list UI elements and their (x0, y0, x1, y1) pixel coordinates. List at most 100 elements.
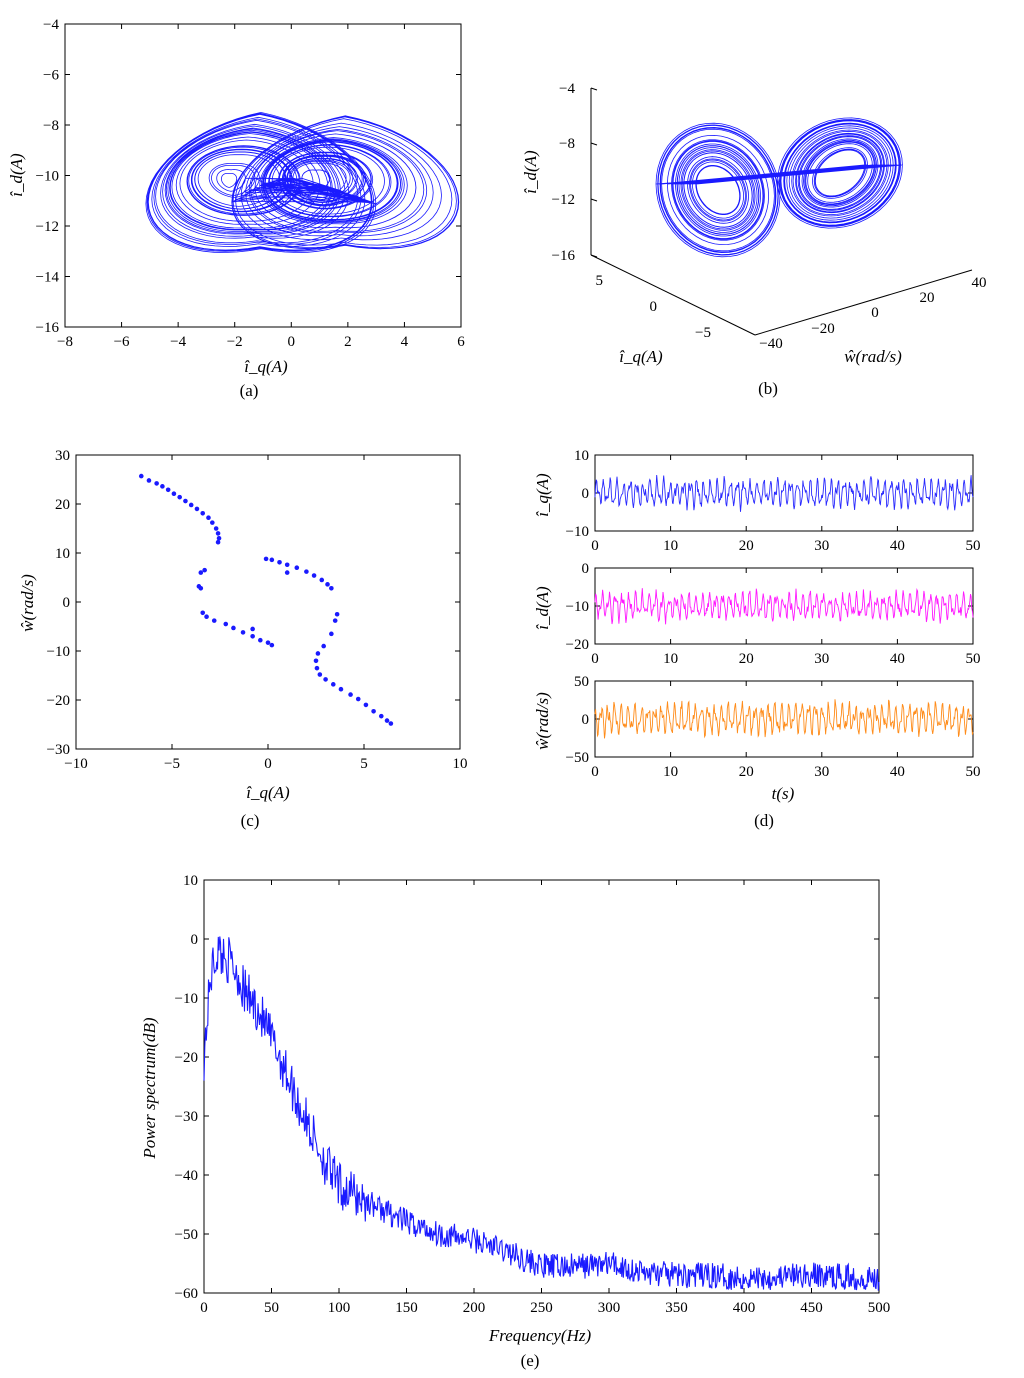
panel-b-xlabel: ŵ(rad/s) (844, 347, 902, 366)
panel-c-caption: (c) (241, 811, 260, 830)
panel-c-point (313, 658, 319, 664)
panel-c-ylabel: ŵ(rad/s) (18, 574, 37, 632)
panel-b-xtick-label: −20 (811, 321, 834, 337)
panel-a-ytick-label: −6 (43, 68, 59, 84)
panel-b-ztick (590, 198, 598, 202)
panel-e-spectrum-line (203, 936, 880, 1291)
panel-e-ytick-label: −50 (175, 1227, 198, 1243)
panel-d-3-ytick-label: 50 (574, 674, 589, 690)
panel-c-point (388, 721, 394, 726)
panel-a-xtick-label: −8 (57, 334, 73, 350)
panel-e-xtick-label: 0 (200, 1300, 208, 1316)
panel-e-xtick-label: 500 (868, 1300, 891, 1316)
panel-b-ztick (590, 87, 598, 91)
panel-e-ytick-label: −30 (175, 1109, 198, 1125)
panel-a-xtick-label: −2 (227, 334, 243, 350)
panel-c-xtick-label: 5 (360, 756, 368, 772)
panel-b-ytick-label: 5 (596, 273, 604, 289)
panel-c-point (314, 665, 320, 671)
panel-c-xlabel: î_q(A) (246, 783, 290, 802)
panel-b-trajectory (655, 117, 903, 258)
panel-d-1-xtick-label: 50 (966, 538, 981, 554)
panel-c-point (165, 487, 171, 493)
panel-e-xtick-label: 300 (598, 1300, 621, 1316)
panel-b-caption: (b) (758, 379, 778, 398)
panel-c-point (177, 494, 182, 500)
panel-c-point (213, 526, 219, 531)
panel-e-ticks: 0 50 100 150 200 250 300 350 400 450 500−60−50−40−… (175, 873, 891, 1316)
panel-c-point (332, 618, 338, 623)
panel-b-ytick-label: −5 (695, 325, 711, 341)
panel-b-ztick (590, 254, 598, 258)
panel-c-point (240, 630, 246, 635)
panel-c-point (304, 569, 309, 574)
panel-d-3-ytick-label: 0 (582, 712, 590, 728)
panel-c-ytick-label: −10 (47, 644, 70, 660)
panel-c-point (348, 692, 353, 697)
panel-e-xtick-label: 250 (530, 1300, 553, 1316)
panel-d-series-1 (594, 474, 974, 512)
panel-d-3-xtick-label: 40 (890, 764, 905, 780)
panel-c-point (206, 515, 211, 521)
panel-c-point (215, 539, 221, 545)
panel-d-xlabel: t(s) (772, 784, 795, 803)
panel-c-point (210, 520, 215, 525)
panel-c-xtick-label: −5 (164, 756, 180, 772)
panel-e-ytick-label: −60 (175, 1286, 198, 1302)
panel-c-poincare-map: −10 −5 0 5 10 −30 −20 −10 0 10 20 30 î_q(A) ŵ(rad/s… (18, 448, 468, 830)
panel-d-2-xtick-label: 10 (663, 651, 678, 667)
panel-d-3-xtick-label: 20 (739, 764, 754, 780)
panel-c-point (329, 585, 334, 591)
panel-d-1-xtick-label: 30 (814, 538, 829, 554)
panel-b-ztick-label: −8 (559, 136, 575, 152)
panel-a-phase-portrait: −8 −6 −4 −2 0 2 4 6 −16 −14 −12 −10 −8 −6 −4 î_q(A) î_… (7, 17, 465, 400)
panel-b-xtick-label: 0 (871, 305, 879, 321)
panel-a-ytick-label: −10 (36, 169, 59, 185)
panel-b-ztick-label: −12 (552, 192, 575, 208)
panel-e-power-spectrum: 0 50 100 150 200 250 300 350 400 450 500−60−50−40−… (140, 873, 890, 1370)
panel-d-2-ytick-label: 0 (582, 561, 590, 577)
panel-c-ytick-label: −20 (47, 693, 70, 709)
panel-d-2-xtick-label: 20 (739, 651, 754, 667)
panel-d-2-xtick-label: 40 (890, 651, 905, 667)
panel-e-curve (203, 936, 880, 1291)
panel-c-point (371, 708, 376, 714)
panel-c-point (378, 713, 384, 719)
panel-d-1-xtick-label: 10 (663, 538, 678, 554)
panel-e-xtick-label: 50 (264, 1300, 279, 1316)
panel-c-point (250, 626, 255, 632)
panel-c-point (160, 484, 165, 489)
panel-e-ytick-label: 0 (191, 932, 199, 948)
panel-d-2-xtick-label: 0 (591, 651, 599, 667)
panel-c-point (183, 498, 188, 504)
panel-d-3-xtick-label: 10 (663, 764, 678, 780)
panel-c-point (198, 585, 204, 591)
panel-e-caption: (e) (521, 1351, 540, 1370)
panel-c-point (363, 702, 369, 708)
panel-e-frame (203, 879, 880, 1294)
panel-b-depth-axis (590, 254, 756, 336)
panel-c-frame (75, 454, 461, 750)
panel-c-point (198, 570, 204, 575)
panel-c-point (269, 642, 275, 648)
panel-a-ytick-label: −16 (36, 320, 60, 336)
panel-a-trajectory (145, 111, 460, 253)
panel-c-point (330, 682, 336, 687)
panel-c-ytick-label: 30 (55, 448, 70, 464)
panel-c-point (200, 511, 206, 516)
panel-c-point (211, 618, 217, 623)
panel-a-xtick-label: 2 (344, 334, 352, 350)
panel-a-ytick-label: −12 (36, 219, 59, 235)
panel-e-xtick-label: 150 (395, 1300, 418, 1316)
panel-c-point (154, 481, 159, 486)
panel-a-xtick-label: −4 (170, 334, 186, 350)
panel-a-xtick-label: 4 (401, 334, 409, 350)
panel-c-point (319, 577, 325, 583)
panel-c-point (334, 611, 340, 617)
panel-e-xtick-label: 200 (463, 1300, 486, 1316)
panel-d-2-ytick-label: −20 (566, 637, 589, 653)
panel-d-3-ytick-label: −50 (566, 750, 589, 766)
panel-e-xtick-label: 400 (733, 1300, 756, 1316)
panel-b-xtick-label: 40 (972, 275, 987, 291)
